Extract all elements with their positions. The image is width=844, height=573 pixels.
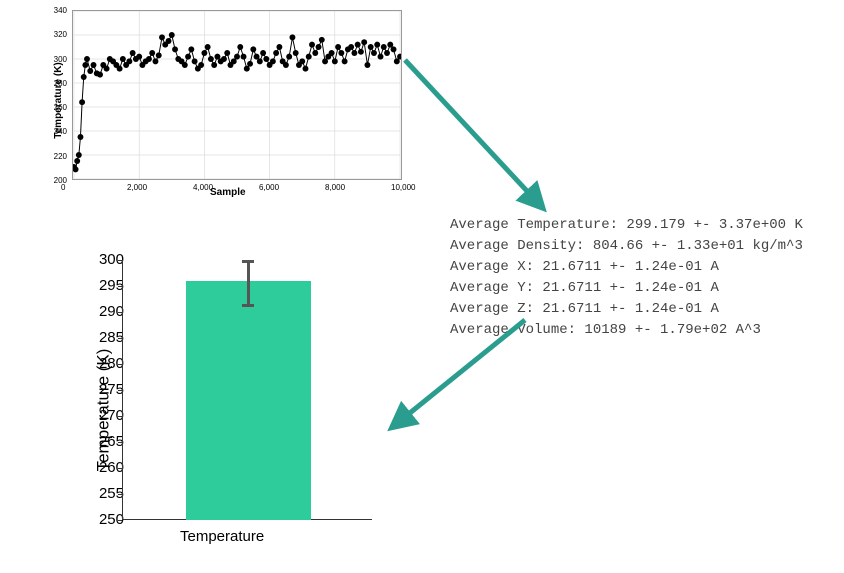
bar-chart-ytick-mark bbox=[118, 520, 122, 521]
line-chart-xtick-label: 8,000 bbox=[325, 183, 345, 192]
line-chart-xlabel: Sample bbox=[210, 187, 246, 198]
line-chart-xtick-label: 6,000 bbox=[259, 183, 279, 192]
line-chart-ytick-label: 260 bbox=[54, 103, 67, 112]
bar-chart-error-cap-bottom bbox=[242, 304, 254, 307]
line-chart-ytick-label: 320 bbox=[54, 30, 67, 39]
line-chart-svg bbox=[73, 11, 401, 179]
line-chart-ytick-label: 340 bbox=[54, 6, 67, 15]
line-chart-xtick-label: 4,000 bbox=[193, 183, 213, 192]
arrow-top bbox=[395, 40, 565, 220]
line-chart-ytick-label: 280 bbox=[54, 79, 67, 88]
line-chart-ytick-label: 240 bbox=[54, 127, 67, 136]
line-chart-xtick-label: 2,000 bbox=[127, 183, 147, 192]
arrow-line bbox=[405, 60, 540, 205]
bar-chart: Temperature (K) 250255260265270275280285… bbox=[50, 250, 380, 560]
arrow-bottom bbox=[380, 310, 540, 440]
bar-chart-bar bbox=[186, 281, 311, 520]
bar-chart-category-label: Temperature bbox=[180, 528, 264, 545]
line-chart-plot-area: 02,0004,0006,0008,00010,0002002202402602… bbox=[72, 10, 402, 180]
line-chart-ytick-label: 200 bbox=[54, 176, 67, 185]
bar-chart-error-bar bbox=[247, 260, 250, 307]
arrow-line bbox=[395, 320, 525, 425]
line-chart: Temperature (K) Sample 02,0004,0006,0008… bbox=[30, 5, 410, 200]
bar-chart-error-cap-top bbox=[242, 260, 254, 263]
bar-chart-plot-area bbox=[122, 260, 372, 520]
line-chart-ytick-label: 220 bbox=[54, 152, 67, 161]
line-chart-ytick-label: 300 bbox=[54, 55, 67, 64]
